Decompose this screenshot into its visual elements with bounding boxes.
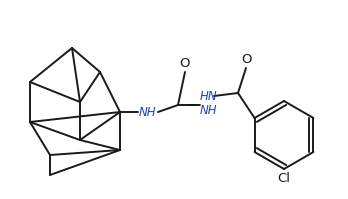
Text: O: O — [180, 57, 190, 70]
Text: Cl: Cl — [277, 172, 291, 185]
Text: O: O — [241, 53, 251, 66]
Text: HN: HN — [200, 90, 218, 102]
Text: NH: NH — [139, 105, 157, 118]
Text: NH: NH — [200, 103, 218, 116]
